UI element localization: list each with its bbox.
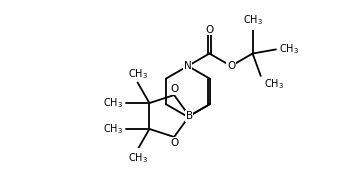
Text: N: N [184,61,192,71]
Text: O: O [170,138,178,148]
Text: O: O [227,61,235,71]
Text: CH$_3$: CH$_3$ [243,13,262,27]
Text: O: O [170,84,178,94]
Text: CH$_3$: CH$_3$ [103,122,123,136]
Text: CH$_3$: CH$_3$ [128,67,148,81]
Text: CH$_3$: CH$_3$ [264,78,284,91]
Text: O: O [205,25,214,35]
Text: CH$_3$: CH$_3$ [103,96,123,110]
Text: B: B [186,111,193,121]
Text: CH$_3$: CH$_3$ [128,151,148,165]
Text: CH$_3$: CH$_3$ [279,43,299,56]
